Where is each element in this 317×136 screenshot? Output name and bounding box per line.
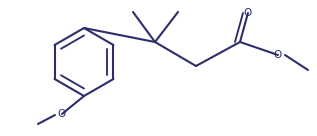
Text: O: O (244, 8, 252, 18)
Text: O: O (58, 109, 66, 119)
Text: O: O (274, 50, 282, 60)
